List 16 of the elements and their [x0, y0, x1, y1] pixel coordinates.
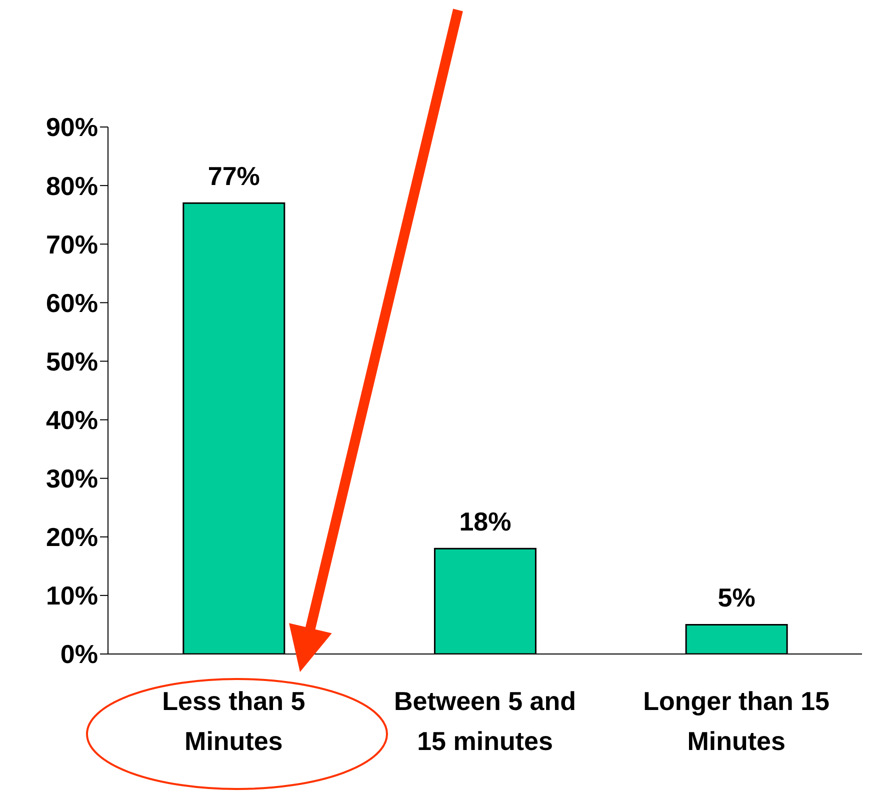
- y-tick-label: 40%: [46, 405, 98, 436]
- x-tick-label: Longer than 15 Minutes: [643, 686, 830, 756]
- data-label: 18%: [459, 506, 512, 537]
- y-tick-label: 30%: [46, 464, 98, 494]
- y-tick-label: 20%: [46, 522, 98, 552]
- y-tick-label: 60%: [46, 288, 98, 318]
- y-tick-label: 80%: [46, 170, 98, 201]
- data-label: 5%: [718, 582, 756, 613]
- x-tick-label: Between 5 and 15 minutes: [394, 686, 576, 756]
- y-tick-label: 70%: [46, 229, 98, 260]
- y-tick-label: 50%: [46, 346, 98, 376]
- y-tick-label: 0%: [60, 639, 98, 670]
- x-tick-label: Less than 5 Minutes: [162, 686, 306, 756]
- y-tick-label: 10%: [46, 580, 98, 611]
- y-tick-label: 90%: [46, 112, 98, 142]
- data-label: 77%: [208, 161, 260, 192]
